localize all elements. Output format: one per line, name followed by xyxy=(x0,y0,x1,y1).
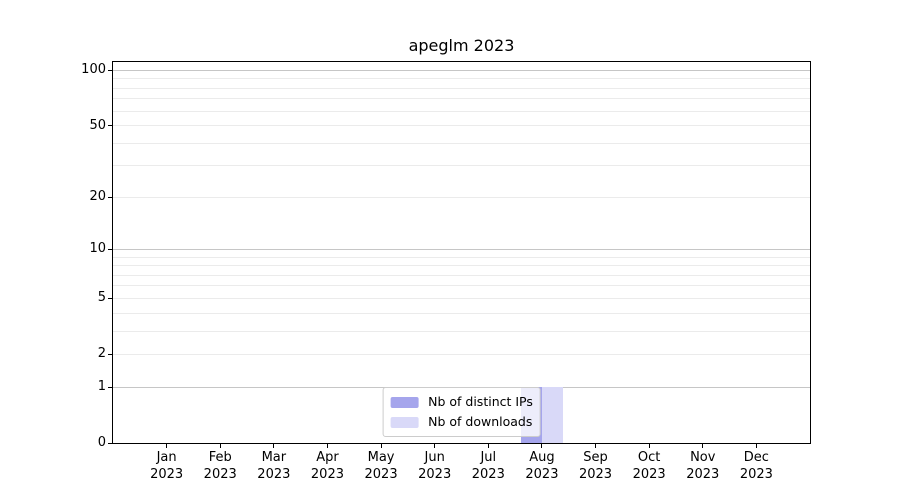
gridline-minor xyxy=(113,353,810,355)
x-tick-year: 2023 xyxy=(257,467,291,482)
y-tick-mark xyxy=(108,353,112,355)
x-tick-month: Sep xyxy=(583,450,608,465)
bar-nb-of-downloads xyxy=(541,387,563,443)
x-tick-label: Jun 2023 xyxy=(400,449,470,483)
x-tick-month: Oct xyxy=(637,450,661,465)
x-tick-mark xyxy=(273,444,275,448)
x-tick-mark xyxy=(541,444,543,448)
gridline-minor xyxy=(113,256,810,258)
y-tick-mark xyxy=(108,196,112,198)
y-tick-label: 20 xyxy=(89,189,106,205)
x-tick-year: 2023 xyxy=(739,467,773,482)
y-tick-label: 10 xyxy=(89,241,106,257)
x-tick-year: 2023 xyxy=(310,467,344,482)
x-tick-label: Dec 2023 xyxy=(721,449,791,483)
gridline-major xyxy=(113,248,810,250)
gridline-minor xyxy=(113,285,810,287)
x-tick-mark xyxy=(380,444,382,448)
x-tick-mark xyxy=(434,444,436,448)
x-tick-month: Nov xyxy=(690,450,716,465)
x-tick-label: Aug 2023 xyxy=(507,449,577,483)
x-tick-year: 2023 xyxy=(686,467,720,482)
x-tick-month: Jan xyxy=(156,450,177,465)
x-tick-mark xyxy=(595,444,597,448)
x-tick-label: Apr 2023 xyxy=(292,449,362,483)
x-tick-month: Jun xyxy=(424,450,445,465)
y-tick-mark xyxy=(108,386,112,388)
plot-area: Nb of distinct IPs Nb of downloads xyxy=(112,61,811,444)
gridline-minor xyxy=(113,125,810,127)
x-tick-mark xyxy=(702,444,704,448)
x-tick-label: Nov 2023 xyxy=(668,449,738,483)
x-tick-year: 2023 xyxy=(418,467,452,482)
y-tick-label: 100 xyxy=(81,62,106,78)
y-tick-mark xyxy=(108,125,112,127)
x-tick-label: Jul 2023 xyxy=(453,449,523,483)
x-tick-month: Aug xyxy=(529,450,555,465)
x-tick-label: Oct 2023 xyxy=(614,449,684,483)
x-tick-mark xyxy=(648,444,650,448)
gridline-minor xyxy=(113,110,810,112)
x-tick-mark xyxy=(219,444,221,448)
x-tick-year: 2023 xyxy=(150,467,184,482)
x-tick-mark xyxy=(487,444,489,448)
y-tick-label: 0 xyxy=(97,435,106,450)
legend-entry-distinct-ips: Nb of distinct IPs xyxy=(390,392,533,412)
x-tick-month: Feb xyxy=(208,450,232,465)
gridline-minor xyxy=(113,330,810,332)
gridline-minor xyxy=(113,196,810,198)
legend-swatch-distinct-ips xyxy=(390,396,419,408)
gridline-minor xyxy=(113,297,810,299)
x-tick-label: Mar 2023 xyxy=(239,449,309,483)
x-tick-month: Mar xyxy=(261,450,287,465)
gridline-minor xyxy=(113,78,810,80)
y-tick-label: 2 xyxy=(97,346,106,362)
x-tick-label: Jan 2023 xyxy=(132,449,202,483)
x-tick-year: 2023 xyxy=(203,467,237,482)
y-tick-label: 50 xyxy=(89,117,106,133)
y-tick-mark xyxy=(108,442,112,444)
x-tick-label: Sep 2023 xyxy=(561,449,631,483)
x-tick-month: Jul xyxy=(480,450,497,465)
x-tick-year: 2023 xyxy=(471,467,505,482)
gridline-minor xyxy=(113,274,810,276)
x-tick-month: Apr xyxy=(316,450,339,465)
x-tick-year: 2023 xyxy=(364,467,398,482)
chart-title: apeglm 2023 xyxy=(408,36,515,55)
legend: Nb of distinct IPs Nb of downloads xyxy=(382,387,541,437)
x-tick-mark xyxy=(755,444,757,448)
y-tick-label: 5 xyxy=(97,290,106,306)
gridline-minor xyxy=(113,98,810,100)
y-tick-mark xyxy=(108,69,112,71)
x-tick-mark xyxy=(326,444,328,448)
y-tick-mark xyxy=(108,297,112,299)
gridline-minor xyxy=(113,312,810,314)
x-tick-label: May 2023 xyxy=(346,449,416,483)
x-tick-year: 2023 xyxy=(578,467,613,482)
x-tick-year: 2023 xyxy=(525,467,559,482)
legend-swatch-downloads xyxy=(390,416,419,428)
y-tick-label: 1 xyxy=(97,379,106,395)
gridline-minor xyxy=(113,165,810,167)
x-tick-month: Dec xyxy=(743,450,769,465)
x-tick-month: May xyxy=(367,450,395,465)
x-tick-label: Feb 2023 xyxy=(185,449,255,483)
gridline-major xyxy=(113,69,810,71)
x-tick-year: 2023 xyxy=(632,467,666,482)
gridline-minor xyxy=(113,265,810,267)
gridline-minor xyxy=(113,87,810,89)
gridline-minor xyxy=(113,142,810,144)
x-tick-mark xyxy=(166,444,168,448)
legend-entry-downloads: Nb of downloads xyxy=(390,412,533,432)
y-tick-mark xyxy=(108,248,112,250)
legend-label-distinct-ips: Nb of distinct IPs xyxy=(428,394,533,409)
legend-label-downloads: Nb of downloads xyxy=(428,414,533,429)
